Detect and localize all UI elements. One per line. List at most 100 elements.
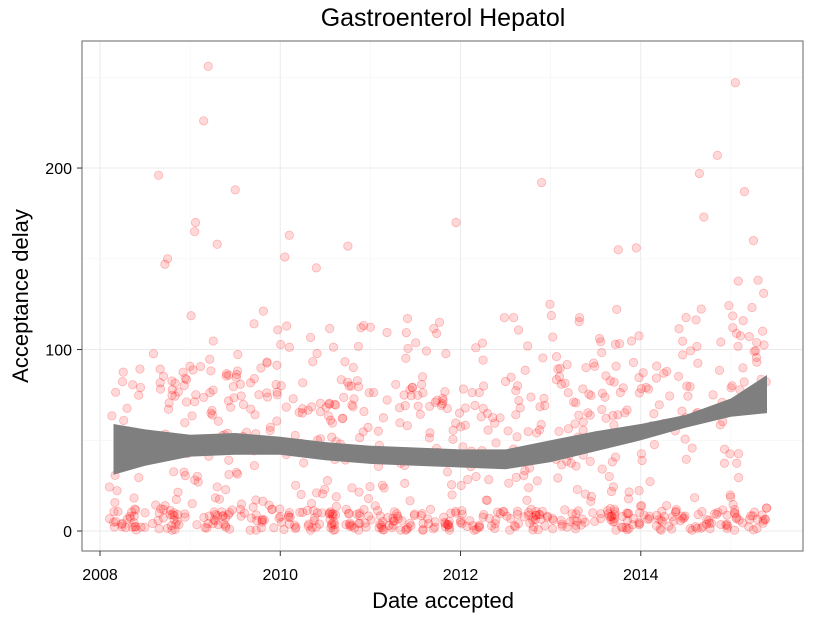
data-point: [735, 331, 746, 341]
data-point: [111, 516, 121, 527]
data-point: [148, 349, 159, 359]
data-point: [359, 320, 369, 331]
data-point: [257, 515, 267, 525]
data-point: [456, 480, 466, 491]
data-point: [471, 343, 481, 353]
data-point: [365, 482, 375, 492]
data-point: [309, 516, 319, 526]
data-point: [180, 512, 190, 522]
data-point: [531, 510, 541, 520]
data-point: [160, 259, 170, 269]
data-point: [312, 508, 322, 518]
data-point: [325, 415, 336, 425]
data-point: [325, 323, 335, 334]
data-point: [267, 504, 277, 514]
data-point: [328, 509, 338, 519]
data-point: [384, 520, 394, 531]
data-point: [317, 508, 327, 518]
grid-lines: [82, 41, 803, 551]
data-point: [127, 507, 137, 517]
data-point: [169, 510, 179, 521]
data-point: [288, 394, 298, 404]
data-point: [311, 488, 322, 498]
data-point: [704, 515, 714, 526]
data-point: [233, 349, 243, 360]
data-point: [430, 522, 440, 532]
data-point: [626, 336, 637, 346]
data-point: [506, 513, 516, 524]
data-point: [111, 387, 121, 397]
data-point: [734, 473, 744, 483]
data-point: [665, 391, 675, 401]
data-point: [388, 520, 398, 530]
data-point: [113, 506, 123, 517]
data-point: [649, 409, 659, 419]
data-point: [451, 217, 461, 228]
data-point: [560, 378, 570, 388]
data-point: [488, 413, 498, 423]
data-point: [677, 511, 687, 521]
data-point: [652, 510, 662, 520]
data-point: [349, 394, 359, 404]
data-point: [451, 508, 461, 518]
data-point: [535, 402, 545, 412]
data-point: [589, 358, 599, 368]
data-point: [540, 400, 550, 411]
data-point: [706, 518, 717, 528]
data-point: [705, 524, 715, 534]
data-point: [513, 519, 524, 529]
data-point: [728, 311, 738, 321]
data-point: [275, 504, 285, 514]
data-point: [733, 341, 743, 351]
data-point: [486, 521, 497, 531]
data-point: [532, 476, 542, 486]
data-point: [623, 508, 633, 519]
data-point: [634, 372, 644, 383]
data-point: [232, 369, 242, 380]
data-point: [438, 393, 448, 403]
data-point: [262, 358, 272, 368]
data-point: [134, 472, 144, 483]
data-point: [531, 428, 542, 438]
data-point: [276, 381, 286, 391]
data-point: [557, 519, 567, 529]
data-point: [536, 514, 546, 524]
data-point: [590, 361, 600, 372]
chart-title: Gastroenterol Hepatol: [321, 4, 566, 32]
data-point: [347, 400, 357, 410]
data-point: [421, 346, 432, 356]
data-point: [531, 506, 541, 517]
data-point: [584, 389, 594, 399]
data-point: [606, 486, 617, 497]
data-point: [378, 517, 388, 527]
data-point: [622, 525, 632, 535]
data-point: [440, 519, 450, 529]
data-point: [758, 326, 768, 336]
data-point: [634, 331, 644, 341]
data-point: [283, 510, 294, 520]
data-point: [698, 521, 708, 532]
data-point: [165, 510, 175, 520]
data-point: [749, 346, 759, 356]
data-point: [519, 512, 529, 522]
data-point: [165, 505, 175, 516]
data-point: [399, 390, 409, 400]
data-point: [186, 311, 196, 321]
data-point: [455, 517, 466, 528]
data-point: [401, 353, 411, 363]
data-point: [611, 525, 621, 535]
data-point: [594, 333, 605, 344]
data-point: [251, 510, 261, 520]
data-point: [407, 382, 418, 393]
data-point: [729, 508, 740, 518]
data-point: [354, 487, 364, 497]
data-point: [284, 342, 295, 352]
y-axis: 0 100 200: [45, 161, 82, 541]
data-point: [169, 515, 179, 525]
data-point: [509, 313, 519, 323]
data-point: [525, 518, 535, 528]
data-point: [418, 525, 428, 535]
data-point: [609, 516, 619, 527]
data-point: [320, 484, 330, 495]
data-point: [416, 511, 426, 521]
